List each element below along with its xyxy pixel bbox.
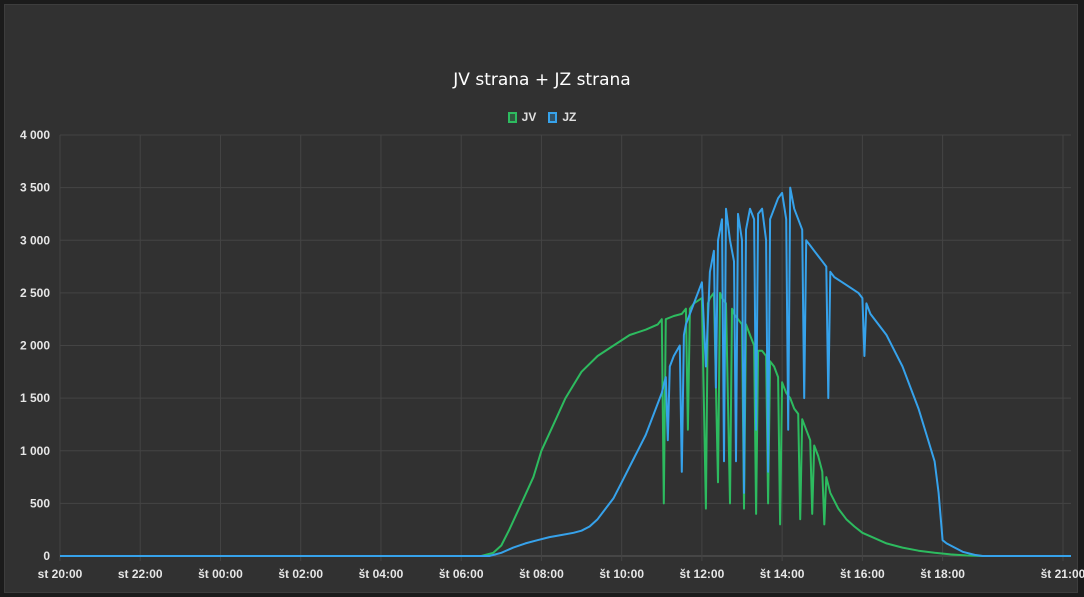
y-tick-label: 2 000 [20,339,50,353]
x-tick-label: št 00:00 [198,567,243,581]
y-tick-label: 3 500 [20,181,50,195]
legend-item-jv[interactable]: JV [507,110,537,124]
series-layer [60,186,1071,557]
y-tick-label: 1 500 [20,391,50,405]
chart-title: JV strana + JZ strana [453,70,631,90]
x-tick-label: št 14:00 [760,567,805,581]
legend-swatch-jv [507,111,517,123]
y-tick-label: 2 500 [20,286,50,300]
x-tick-label: št 12:00 [680,567,725,581]
x-tick-label: št 08:00 [519,567,564,581]
x-tick-label: st 22:00 [118,567,163,581]
x-tick-label: št 16:00 [840,567,885,581]
y-tick-label: 4 000 [20,128,50,142]
legend-label-jz: JZ [562,110,577,124]
grid [59,134,1071,561]
x-tick-label: št 10:00 [599,567,644,581]
y-tick-label: 500 [30,496,50,510]
x-tick-label: št 18:00 [920,567,965,581]
y-tick-label: 3 000 [20,233,50,247]
series-line-jz [60,186,1071,557]
legend-item-jz[interactable]: JZ [548,110,576,124]
legend-swatch-jz [548,111,558,123]
chart-legend: JV JZ [0,110,1084,124]
x-tick-label: st 20:00 [38,567,83,581]
axes: 0 500 1 000 1 500 2 000 2 500 3 000 3 500 4 000 s… [20,128,1084,581]
x-tick-label: št 21:00 [1041,567,1084,581]
x-tick-label: št 02:00 [278,567,323,581]
legend-label-jv: JV [521,110,537,124]
x-tick-label: št 04:00 [359,567,404,581]
x-tick-label: št 06:00 [439,567,484,581]
series-line-jv [60,291,1023,557]
y-tick-label: 0 [43,549,50,563]
y-tick-label: 1 000 [20,444,50,458]
